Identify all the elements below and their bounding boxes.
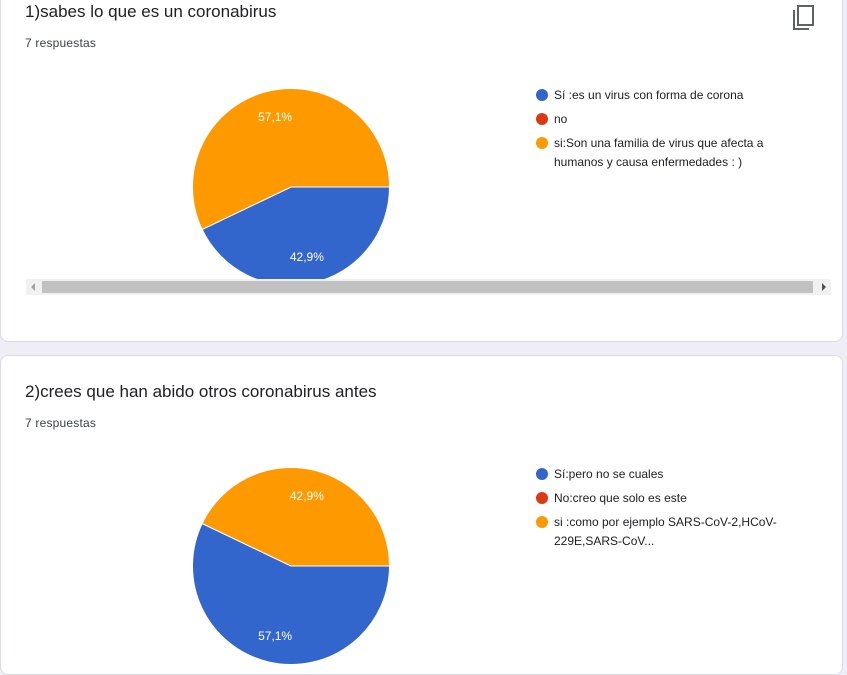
slice-label: 42,9% [290,489,324,503]
legend-item: No:creo que solo es este [536,489,806,508]
legend-label: no [554,112,568,126]
legend-label: si :como por ejemplo SARS-CoV-2,HCoV-229… [554,515,777,548]
scroll-right-arrow[interactable] [817,279,831,295]
slice-label: 42,9% [290,250,324,264]
legend-item: si:Son una familia de virus que afecta a… [536,134,806,172]
legend-label: si:Son una familia de virus que afecta a… [554,136,764,169]
legend-item: Sí:pero no se cuales [536,465,806,484]
legend-swatch [536,492,548,504]
slice-label: 57,1% [258,110,292,124]
legend-item: Sí :es un virus con forma de corona [536,86,806,105]
slice-label: 57,1% [258,629,292,643]
scroll-left-arrow[interactable] [26,279,40,295]
scrollbar-thumb[interactable] [42,281,813,293]
legend-swatch [536,137,548,149]
pie-chart: 57,1% 42,9% [192,467,391,665]
legend-swatch [536,89,548,101]
legend-label: No:creo que solo es este [554,491,687,505]
response-count: 7 respuestas [25,36,97,50]
arrow-left-icon [31,283,35,291]
pie-slice [192,88,391,231]
legend-item: si :como por ejemplo SARS-CoV-2,HCoV-229… [536,513,806,551]
copy-icon [793,5,814,30]
legend-item: no [536,110,806,129]
question-card-2: 2)crees que han abido otros coronabirus … [0,355,843,675]
arrow-right-icon [822,283,826,291]
pie-chart: 42,9% 57,1% [192,88,391,286]
question-card-1: 1)sabes lo que es un coronabirus 7 respu… [0,0,843,342]
chart-legend: Sí :es un virus con forma de corona no si:… [536,86,806,177]
chart-legend: Sí:pero no se cuales No:creo que solo es … [536,465,806,556]
horizontal-scrollbar[interactable] [26,279,831,295]
pie-slice [201,467,391,567]
legend-swatch [536,516,548,528]
legend-swatch [536,468,548,480]
question-title: 1)sabes lo que es un coronabirus [25,2,277,21]
legend-label: Sí :es un virus con forma de corona [554,88,744,102]
response-count: 7 respuestas [25,416,97,430]
legend-swatch [536,113,548,125]
question-title: 2)crees que han abido otros coronabirus … [25,382,377,401]
copy-chart-button[interactable] [791,4,817,32]
legend-label: Sí:pero no se cuales [554,467,664,481]
